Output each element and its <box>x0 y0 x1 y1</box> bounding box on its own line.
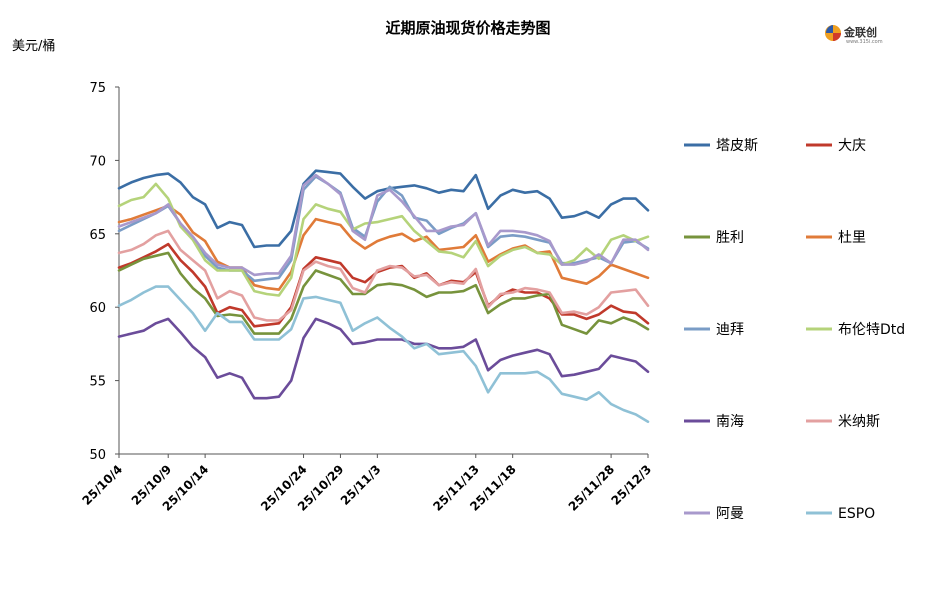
series-line-杜里 <box>117 204 650 291</box>
logo: 金联创 www.315i.com <box>825 25 883 45</box>
x-tick-label: 25/11/28 <box>566 462 618 514</box>
y-tick-label: 50 <box>89 448 106 463</box>
y-axis-unit: 美元/桶 <box>12 39 55 54</box>
legend-label: 南海 <box>716 414 744 430</box>
legend-label: 杜里 <box>838 230 866 246</box>
legend-label: 塔皮斯 <box>716 138 758 154</box>
chart-title: 近期原油现货价格走势图 <box>385 19 550 37</box>
series-line-米纳斯 <box>117 229 650 322</box>
x-tick-label: 25/10/4 <box>80 462 126 508</box>
y-tick-label: 60 <box>89 301 106 316</box>
x-tick-label: 25/11/3 <box>338 462 384 508</box>
series-layer <box>117 169 650 423</box>
logo-mark-icon <box>825 25 841 41</box>
y-tick-label: 70 <box>89 154 106 169</box>
series-line-ESPO <box>117 285 650 423</box>
series-line-胜利 <box>117 251 650 335</box>
legend-label: 迪拜 <box>716 322 744 338</box>
y-tick-label: 55 <box>89 375 106 390</box>
legend-label: 大庆 <box>838 138 866 154</box>
series-line-南海 <box>117 317 650 400</box>
y-tick-label: 65 <box>89 228 106 243</box>
logo-text: 金联创 <box>843 25 877 39</box>
legend-label: 阿曼 <box>716 506 744 522</box>
legend-label: 胜利 <box>716 230 744 246</box>
legend-label: ESPO <box>838 506 875 522</box>
series-line-塔皮斯 <box>117 169 650 249</box>
series-line-阿曼 <box>117 173 650 277</box>
logo-subtext: www.315i.com <box>846 39 883 45</box>
legend-label: 布伦特Dtd <box>838 322 905 338</box>
x-tick-label: 25/12/3 <box>609 462 655 508</box>
y-tick-label: 75 <box>89 81 106 96</box>
legend-label: 米纳斯 <box>838 414 880 430</box>
